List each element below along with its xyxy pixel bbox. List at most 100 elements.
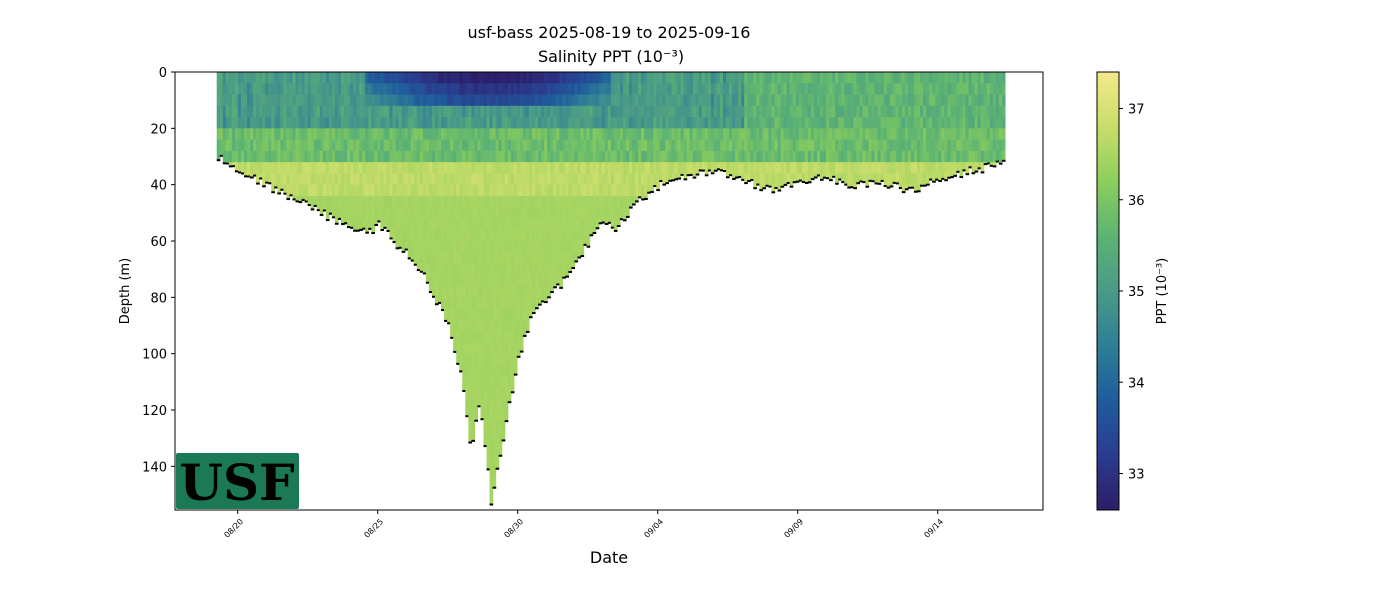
- bottom-edge: [762, 187, 767, 190]
- heatmap-cell: [592, 72, 597, 84]
- heatmap-cell: [656, 94, 660, 107]
- heatmap-cell: [456, 263, 460, 276]
- heatmap-cell: [926, 162, 930, 174]
- heatmap-cell: [510, 263, 515, 276]
- heatmap-cell: [337, 173, 342, 186]
- heatmap-cell: [522, 94, 527, 107]
- heatmap-cell: [516, 195, 521, 208]
- heatmap-cell: [477, 105, 482, 118]
- heatmap-cell: [483, 274, 488, 287]
- bottom-edge: [704, 174, 709, 177]
- heatmap-cell: [486, 162, 491, 174]
- heatmap-cell: [622, 162, 627, 174]
- heatmap-cell: [550, 252, 554, 265]
- heatmap-cell: [883, 139, 888, 152]
- heatmap-cell: [689, 94, 694, 107]
- heatmap-cell: [601, 105, 606, 118]
- heatmap-cell: [447, 94, 451, 107]
- heatmap-cell: [607, 128, 612, 141]
- heatmap-cell: [356, 207, 360, 219]
- heatmap-cell: [562, 94, 566, 107]
- heatmap-cell: [234, 72, 239, 84]
- heatmap-cell: [371, 207, 375, 219]
- heatmap-cell: [441, 207, 445, 219]
- heatmap-cell: [910, 184, 915, 188]
- heatmap-cell: [547, 184, 551, 197]
- heatmap-cell: [732, 117, 736, 129]
- heatmap-cell: [595, 139, 600, 152]
- heatmap-cell: [868, 105, 873, 118]
- heatmap-cell: [422, 229, 427, 242]
- heatmap-cell: [762, 128, 767, 141]
- heatmap-cell: [337, 105, 342, 118]
- heatmap-cell: [504, 128, 509, 141]
- heatmap-cell: [971, 83, 976, 96]
- heatmap-cell: [568, 150, 573, 163]
- heatmap-cell: [886, 184, 891, 188]
- heatmap-cell: [398, 218, 403, 231]
- bottom-edge: [237, 171, 242, 174]
- heatmap-cell: [504, 83, 509, 96]
- heatmap-cell: [583, 83, 588, 96]
- heatmap-cell: [368, 162, 372, 174]
- heatmap-cell: [253, 83, 257, 96]
- heatmap-cell: [395, 218, 400, 231]
- heatmap-cell: [304, 162, 309, 174]
- heatmap-cell: [244, 173, 248, 176]
- heatmap-cell: [853, 83, 857, 96]
- heatmap-cell: [983, 128, 988, 141]
- heatmap-cell: [856, 150, 860, 163]
- heatmap-cell: [510, 94, 515, 107]
- heatmap-cell: [583, 218, 588, 231]
- heatmap-cell: [374, 94, 378, 107]
- heatmap-cell: [441, 263, 445, 276]
- heatmap-cell: [322, 117, 327, 129]
- heatmap-cell: [950, 162, 954, 174]
- heatmap-cell: [826, 117, 830, 129]
- heatmap-cell: [638, 173, 642, 186]
- heatmap-cell: [589, 139, 594, 152]
- heatmap-cell: [353, 128, 357, 141]
- heatmap-cell: [953, 162, 958, 174]
- heatmap-cell: [619, 117, 624, 129]
- heatmap-cell: [583, 94, 588, 107]
- heatmap-cell: [944, 105, 948, 118]
- heatmap-cell: [459, 207, 463, 219]
- heatmap-cell: [577, 241, 582, 253]
- heatmap-cell: [453, 286, 457, 298]
- heatmap-cell: [292, 139, 297, 152]
- heatmap-cell: [622, 117, 627, 129]
- bottom-edge: [610, 226, 615, 229]
- heatmap-cell: [968, 139, 973, 152]
- heatmap-cell: [923, 117, 927, 129]
- bottom-edge: [592, 232, 597, 235]
- heatmap-cell: [929, 94, 933, 107]
- heatmap-cell: [877, 139, 882, 152]
- heatmap-cell: [428, 241, 433, 253]
- heatmap-cell: [468, 410, 472, 422]
- heatmap-cell: [713, 83, 718, 96]
- heatmap-cell: [489, 94, 494, 107]
- heatmap-cell: [280, 117, 285, 129]
- heatmap-cell: [316, 128, 321, 141]
- heatmap-cell: [319, 94, 324, 107]
- heatmap-cell: [407, 128, 412, 141]
- bottom-edge: [625, 215, 630, 218]
- heatmap-cell: [356, 150, 360, 163]
- bottom-edge: [820, 178, 824, 181]
- heatmap-cell: [277, 72, 281, 84]
- heatmap-cell: [950, 94, 954, 107]
- heatmap-cell: [498, 128, 503, 141]
- heatmap-cell: [538, 195, 542, 208]
- heatmap-cell: [665, 117, 670, 129]
- heatmap-cell: [474, 353, 479, 366]
- heatmap-cell: [750, 139, 754, 152]
- heatmap-cell: [253, 162, 257, 174]
- heatmap-cell: [983, 150, 988, 163]
- bottom-edge: [804, 181, 809, 184]
- heatmap-cell: [756, 94, 760, 107]
- heatmap-cell: [492, 455, 497, 467]
- heatmap-cell: [516, 207, 521, 219]
- heatmap-cell: [535, 286, 539, 298]
- heatmap-cell: [374, 139, 378, 152]
